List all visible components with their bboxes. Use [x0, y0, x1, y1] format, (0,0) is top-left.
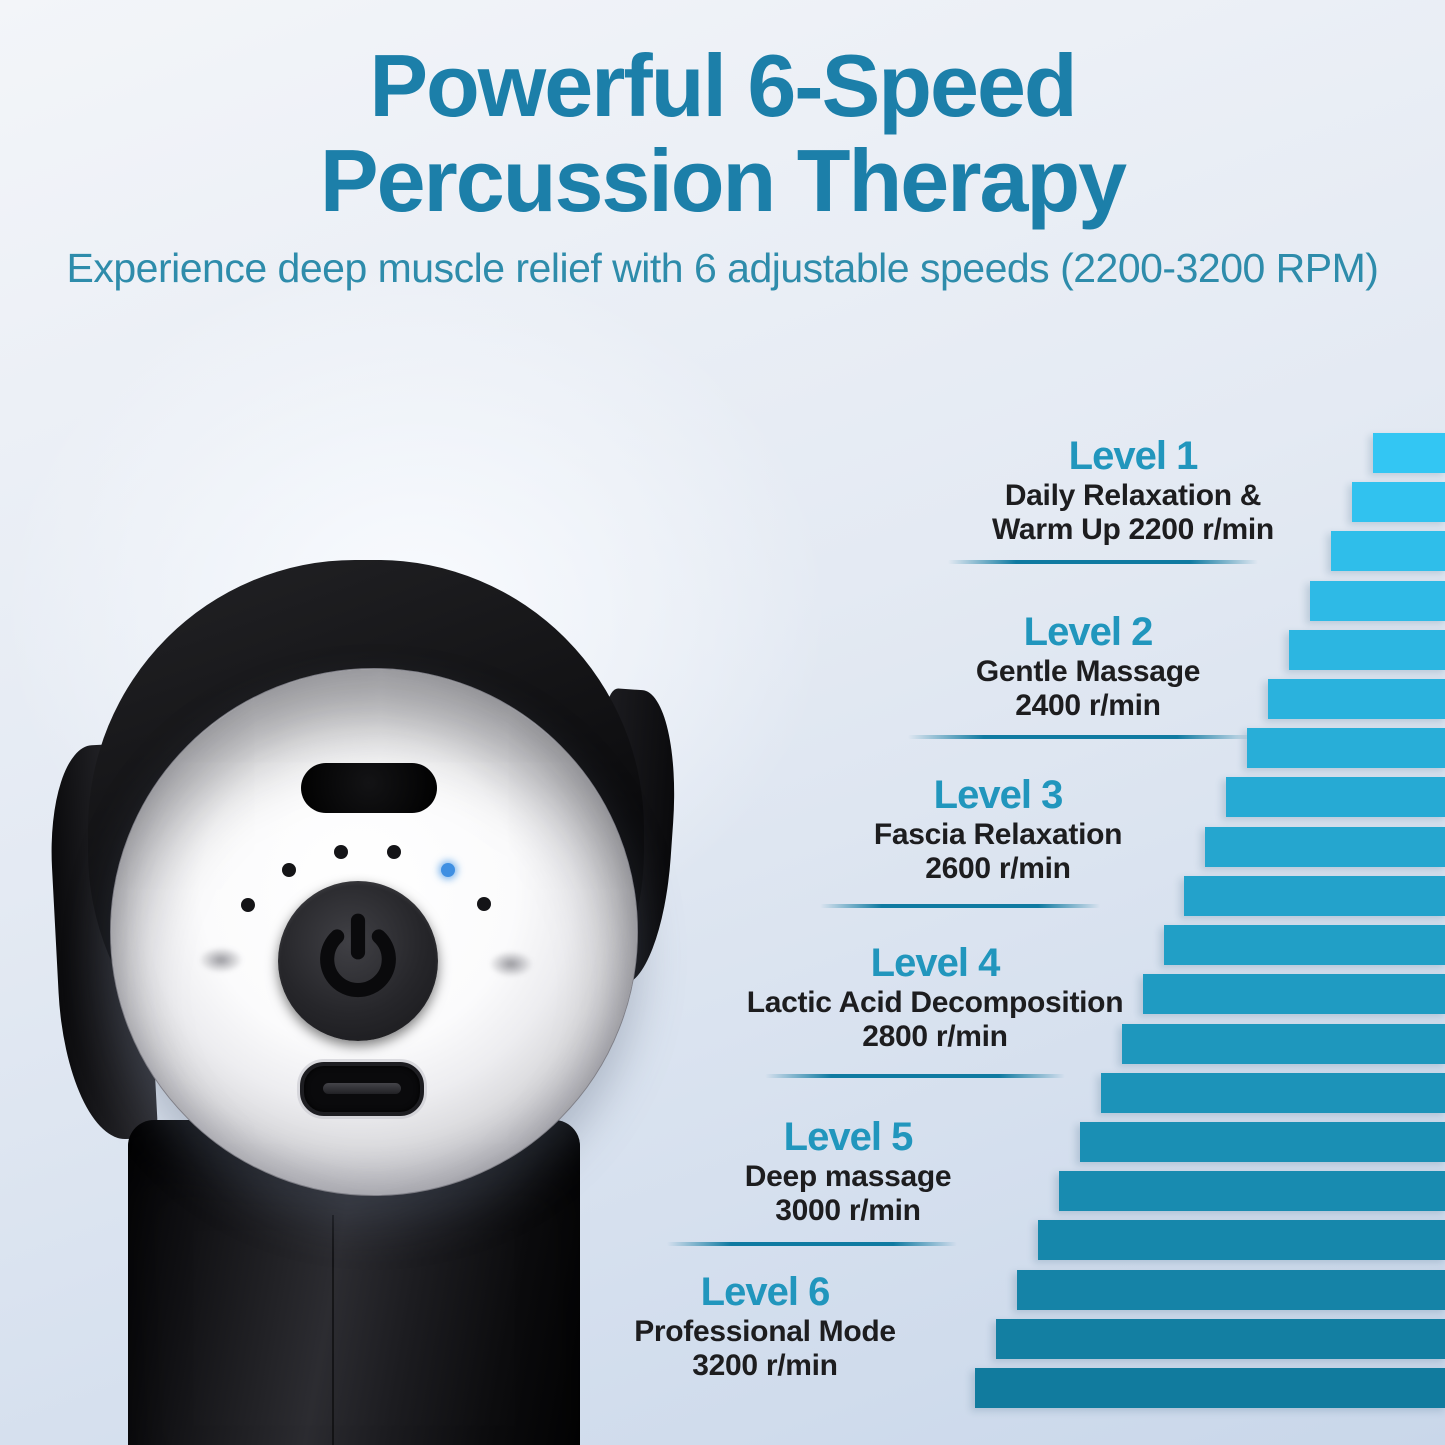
stair-bar	[1184, 876, 1445, 916]
power-button	[278, 881, 438, 1041]
speed-level-item: Level 2 Gentle Massage 2400 r/min	[768, 609, 1408, 723]
level-divider	[765, 1074, 1065, 1078]
led-indicator-lit	[441, 863, 455, 877]
usb-c-port	[300, 1062, 424, 1116]
level-divider	[820, 904, 1100, 908]
stair-bar	[1164, 925, 1445, 965]
level-rpm: 3000 r/min	[775, 1194, 921, 1227]
stair-bar	[1205, 827, 1445, 867]
speed-level-item: Level 6 Professional Mode 3200 r/min	[445, 1269, 1085, 1383]
stair-bar	[1289, 630, 1445, 670]
stair-bar	[1122, 1024, 1445, 1064]
led-dot	[334, 845, 348, 859]
stair-bar	[1268, 679, 1445, 719]
led-dot	[477, 897, 491, 911]
level-rpm: 3200 r/min	[692, 1349, 838, 1382]
stair-bar	[1226, 777, 1445, 817]
stair-bar	[1247, 728, 1445, 768]
chrome-reflection	[199, 947, 243, 973]
level-heading: Level 3	[933, 773, 1064, 817]
level-divider	[948, 560, 1258, 564]
level-heading: Level 6	[700, 1270, 831, 1314]
led-dot	[241, 898, 255, 912]
stair-bar	[996, 1319, 1445, 1359]
level-description: Gentle Massage	[975, 655, 1201, 688]
level-rpm: Warm Up 2200 r/min	[992, 513, 1274, 546]
led-dot	[282, 863, 296, 877]
vent-slot	[301, 763, 437, 813]
chrome-reflection	[489, 951, 533, 977]
speed-level-item: Level 4 Lactic Acid Decomposition 2800 r…	[615, 940, 1255, 1054]
level-heading: Level 4	[870, 941, 1001, 985]
stair-bar	[1310, 581, 1445, 621]
level-heading: Level 1	[1068, 434, 1199, 478]
level-heading: Level 2	[1023, 610, 1154, 654]
level-description: Lactic Acid Decomposition	[746, 986, 1124, 1019]
chrome-faceplate	[110, 668, 638, 1196]
stair-bar	[1143, 974, 1445, 1014]
stair-bar	[1352, 482, 1445, 522]
stair-bar	[1331, 531, 1445, 571]
speed-level-item: Level 1 Daily Relaxation & Warm Up 2200 …	[813, 433, 1445, 547]
stair-bar	[1017, 1270, 1445, 1310]
level-divider	[667, 1242, 957, 1246]
level-description: Daily Relaxation &	[1004, 479, 1262, 512]
stair-bar	[1080, 1122, 1445, 1162]
speed-level-item: Level 5 Deep massage 3000 r/min	[528, 1114, 1168, 1228]
level-divider	[908, 735, 1253, 739]
page-title-line1: Powerful 6-Speed	[369, 36, 1077, 135]
speed-level-item: Level 3 Fascia Relaxation 2600 r/min	[678, 772, 1318, 886]
stair-bar	[975, 1368, 1445, 1408]
level-description: Fascia Relaxation	[873, 818, 1123, 851]
usb-c-slot	[322, 1083, 402, 1094]
level-description: Professional Mode	[634, 1315, 896, 1348]
subtitle: Experience deep muscle relief with 6 adj…	[66, 245, 1379, 291]
page-title-line2: Percussion Therapy	[319, 131, 1127, 230]
level-description: Deep massage	[744, 1160, 952, 1193]
stair-bar	[1373, 433, 1445, 473]
level-heading: Level 5	[783, 1115, 914, 1159]
level-rpm: 2600 r/min	[925, 852, 1071, 885]
level-rpm: 2800 r/min	[862, 1020, 1008, 1053]
stair-bar	[1038, 1220, 1445, 1260]
led-dot	[387, 845, 401, 859]
handle-seam	[332, 1215, 334, 1445]
stair-bar	[1101, 1073, 1445, 1113]
level-rpm: 2400 r/min	[1015, 689, 1161, 722]
stair-bar	[1059, 1171, 1445, 1211]
power-icon	[320, 913, 396, 998]
